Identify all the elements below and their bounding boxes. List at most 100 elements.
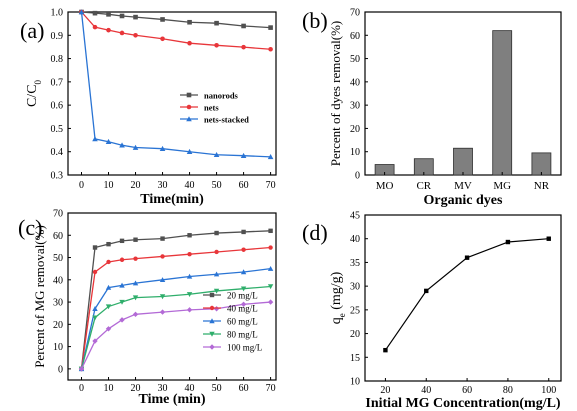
data-point — [92, 315, 98, 321]
data-point — [187, 233, 192, 238]
x-tick-label: 10 — [104, 180, 114, 191]
y-tick-label: 20 — [53, 320, 63, 331]
y-tick-label: 10 — [350, 377, 360, 388]
data-point — [105, 138, 112, 145]
x-tick-label: 40 — [185, 383, 195, 394]
legend-marker — [186, 104, 192, 110]
y-tick-label: 1.0 — [51, 8, 64, 19]
x-tick-label: 20 — [131, 383, 141, 394]
data-point — [133, 237, 138, 242]
legend-label: 60 mg/L — [227, 317, 258, 327]
data-point — [119, 299, 125, 305]
data-point — [241, 23, 246, 29]
y-tick-label: 0.9 — [51, 31, 64, 42]
data-point — [464, 255, 470, 260]
x-tick-label: MO — [376, 180, 394, 192]
y-tick-label: 25 — [350, 305, 360, 316]
data-point — [213, 288, 220, 294]
data-point — [132, 295, 139, 301]
series-line — [80, 268, 271, 370]
data-point — [132, 280, 139, 286]
legend-label: nanorods — [204, 91, 239, 101]
x-tick-label: MV — [454, 180, 472, 192]
data-point — [546, 236, 551, 241]
y-tick-label: 35 — [350, 258, 360, 269]
data-point — [186, 148, 193, 155]
data-point — [268, 25, 273, 30]
legend-marker — [209, 292, 215, 298]
y-tick-label: 0.8 — [51, 54, 64, 65]
y-axis-label: qe (mg/g) — [329, 271, 347, 324]
x-tick-label: 40 — [421, 385, 431, 396]
data-point — [268, 245, 273, 250]
plot-frame — [67, 212, 277, 381]
data-point — [267, 265, 274, 271]
data-point — [424, 288, 429, 294]
data-point — [160, 236, 165, 241]
data-point — [78, 9, 85, 15]
y-tick-label: 30 — [53, 298, 63, 309]
y-tick-label: 0 — [58, 364, 63, 375]
legend-marker — [209, 318, 215, 324]
data-point — [383, 347, 388, 353]
series-line — [80, 11, 271, 158]
data-point — [133, 256, 138, 261]
bar — [453, 147, 473, 176]
data-point — [213, 151, 220, 158]
data-point — [119, 142, 125, 148]
legend-label: nets-stacked — [204, 115, 249, 125]
data-point — [187, 19, 192, 25]
y-tick-label: 20 — [350, 329, 360, 340]
panel-label: (b) — [302, 8, 328, 33]
legend-marker — [209, 344, 215, 350]
data-point — [240, 269, 247, 275]
data-point — [268, 46, 273, 52]
y-tick-label: 70 — [350, 8, 360, 19]
data-point — [119, 257, 125, 262]
bar — [531, 152, 552, 176]
x-tick-label: 0 — [79, 383, 84, 394]
data-point — [505, 239, 511, 245]
data-point — [78, 366, 85, 372]
data-point — [106, 259, 111, 265]
legend-label: 40 mg/L — [227, 304, 258, 314]
x-tick-label: MG — [493, 180, 511, 192]
series-line — [81, 11, 271, 29]
x-tick-label: NR — [534, 180, 550, 192]
data-point — [133, 14, 138, 20]
x-tick-label: 70 — [266, 383, 276, 394]
x-tick-label: 20 — [380, 385, 390, 396]
data-point — [267, 154, 274, 160]
data-point — [160, 254, 165, 259]
data-point — [132, 144, 139, 150]
bar — [492, 30, 513, 176]
data-point — [92, 269, 98, 275]
panel-label: (a) — [20, 18, 44, 43]
data-point — [92, 338, 98, 344]
data-point — [160, 36, 165, 42]
x-tick-label: CR — [416, 180, 431, 192]
x-tick-label: 50 — [212, 383, 222, 394]
y-axis-label: Percent of dyes removal(%) — [328, 21, 343, 166]
data-point — [241, 247, 246, 252]
legend-label: 20 mg/L — [227, 291, 258, 301]
data-point — [213, 306, 220, 312]
data-point — [159, 145, 166, 151]
data-point — [105, 304, 112, 310]
legend-label: nets — [204, 103, 219, 113]
series-line — [80, 246, 271, 369]
data-point — [186, 292, 193, 297]
data-point — [159, 294, 166, 300]
x-tick-label: 100 — [541, 385, 556, 396]
legend-marker — [186, 92, 192, 98]
panel-label: (d) — [302, 220, 328, 245]
y-tick-label: 20 — [350, 124, 360, 135]
data-point — [267, 299, 274, 305]
data-point — [119, 317, 125, 323]
y-tick-label: 60 — [350, 31, 360, 42]
data-point — [105, 284, 112, 290]
data-point — [240, 301, 247, 307]
y-axis-label-subscript: 0 — [33, 79, 43, 84]
x-tick-label: 10 — [104, 383, 114, 394]
